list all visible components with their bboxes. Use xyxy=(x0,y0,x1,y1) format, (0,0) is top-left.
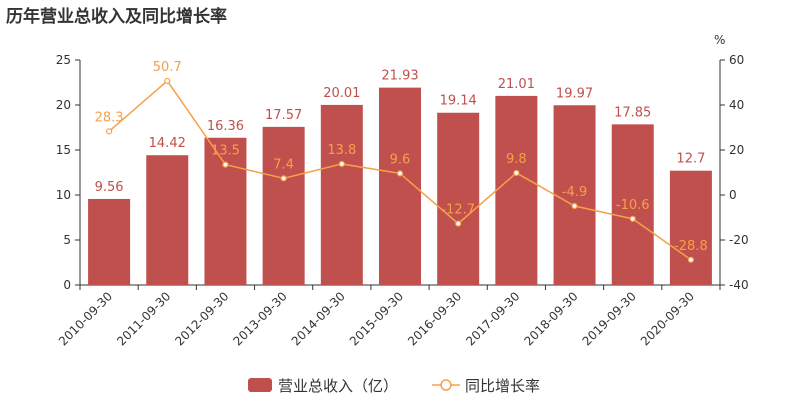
x-tick-label: 2010-09-30 xyxy=(56,289,115,348)
line-point xyxy=(629,215,636,222)
line-point xyxy=(222,161,229,168)
x-tick-label: 2019-09-30 xyxy=(580,289,639,348)
line-data-label: 7.4 xyxy=(273,157,294,172)
y-right-tick-label: 40 xyxy=(729,98,744,112)
bar-data-label: 21.93 xyxy=(381,69,418,84)
bar-data-label: 16.36 xyxy=(207,119,244,134)
x-tick-label: 2020-09-30 xyxy=(638,289,697,348)
bar xyxy=(437,112,480,286)
line-point xyxy=(455,220,462,227)
y-left-tick-label: 10 xyxy=(56,188,71,202)
bar-data-label: 9.56 xyxy=(95,180,124,195)
y-left-tick-label: 20 xyxy=(56,98,71,112)
line-data-label: -10.6 xyxy=(616,198,650,213)
bar xyxy=(262,126,305,286)
line-data-label: -4.9 xyxy=(562,185,587,200)
legend-line-marker xyxy=(440,379,452,391)
line-point xyxy=(571,202,578,210)
y-left-tick-label: 0 xyxy=(63,278,71,292)
y-left-tick-label: 25 xyxy=(56,53,71,67)
legend-bar-swatch xyxy=(248,378,272,392)
x-tick-labels: 2010-09-302011-09-302012-09-302013-09-30… xyxy=(56,289,697,348)
line-data-label: -28.8 xyxy=(674,239,708,254)
bar-data-label: 19.14 xyxy=(440,94,477,109)
bar-data-label: 17.85 xyxy=(614,105,651,120)
line-labels: 28.3 50.7 13.5 7.4 13.8 9.6 -12.7 9.8 -4.9 -10.6 -… xyxy=(95,60,708,254)
bar-series xyxy=(88,87,712,286)
line-point xyxy=(105,128,113,135)
bar xyxy=(669,170,712,285)
line-series xyxy=(105,77,695,263)
bar-data-label: 14.42 xyxy=(149,136,186,151)
line-point xyxy=(396,170,404,177)
bar xyxy=(553,105,596,286)
bar-data-label: 21.01 xyxy=(498,77,535,92)
bar xyxy=(611,124,654,285)
x-tick-label: 2013-09-30 xyxy=(231,289,290,348)
y-left-tick-label: 5 xyxy=(63,233,71,247)
bar xyxy=(146,155,189,285)
bar-data-label: 19.97 xyxy=(556,86,593,101)
bar xyxy=(88,198,131,285)
x-tick-label: 2012-09-30 xyxy=(172,289,231,348)
bar-labels: 9.56 14.42 16.36 17.57 20.01 21.93 19.14 21.01 1… xyxy=(95,69,706,195)
line-point xyxy=(687,256,695,263)
y-right-tick-label: 20 xyxy=(729,143,744,157)
y-right-tick-label: 0 xyxy=(729,188,737,202)
line-point xyxy=(164,77,171,85)
line-data-label: 9.8 xyxy=(506,152,527,167)
chart-title: 历年营业总收入及同比增长率 xyxy=(6,7,227,27)
bar-data-label: 12.7 xyxy=(676,152,705,167)
y-right-tick-label: -40 xyxy=(729,278,749,292)
bar xyxy=(204,137,247,285)
x-tick-label: 2014-09-30 xyxy=(289,289,348,348)
legend: 营业总收入（亿） 同比增长率 xyxy=(248,377,540,395)
line-point xyxy=(338,160,345,168)
x-tick-label: 2016-09-30 xyxy=(405,289,464,348)
line-data-label: 9.6 xyxy=(390,152,411,167)
y-right-tick-label: -20 xyxy=(729,233,749,247)
bar xyxy=(320,104,363,285)
line-data-label: 28.3 xyxy=(95,110,124,125)
line-point xyxy=(280,175,287,182)
y-right-tick-label: 60 xyxy=(729,53,744,67)
legend-bar-label: 营业总收入（亿） xyxy=(278,377,398,395)
x-tick-label: 2018-09-30 xyxy=(521,289,580,348)
y-right-unit-label: % xyxy=(714,33,725,47)
line-data-label: 50.7 xyxy=(153,60,182,75)
x-tick-label: 2015-09-30 xyxy=(347,289,406,348)
line-data-label: -12.7 xyxy=(441,203,475,218)
line-data-label: 13.8 xyxy=(327,143,356,158)
legend-line-label: 同比增长率 xyxy=(465,377,540,395)
line-data-label: 13.5 xyxy=(211,144,240,159)
bar-data-label: 17.57 xyxy=(265,108,302,123)
bar xyxy=(495,95,538,285)
bar-data-label: 20.01 xyxy=(323,86,360,101)
line-point xyxy=(513,169,520,177)
x-tick-label: 2017-09-30 xyxy=(463,289,522,348)
y-left-tick-label: 15 xyxy=(56,143,71,157)
x-tick-label: 2011-09-30 xyxy=(114,289,173,348)
